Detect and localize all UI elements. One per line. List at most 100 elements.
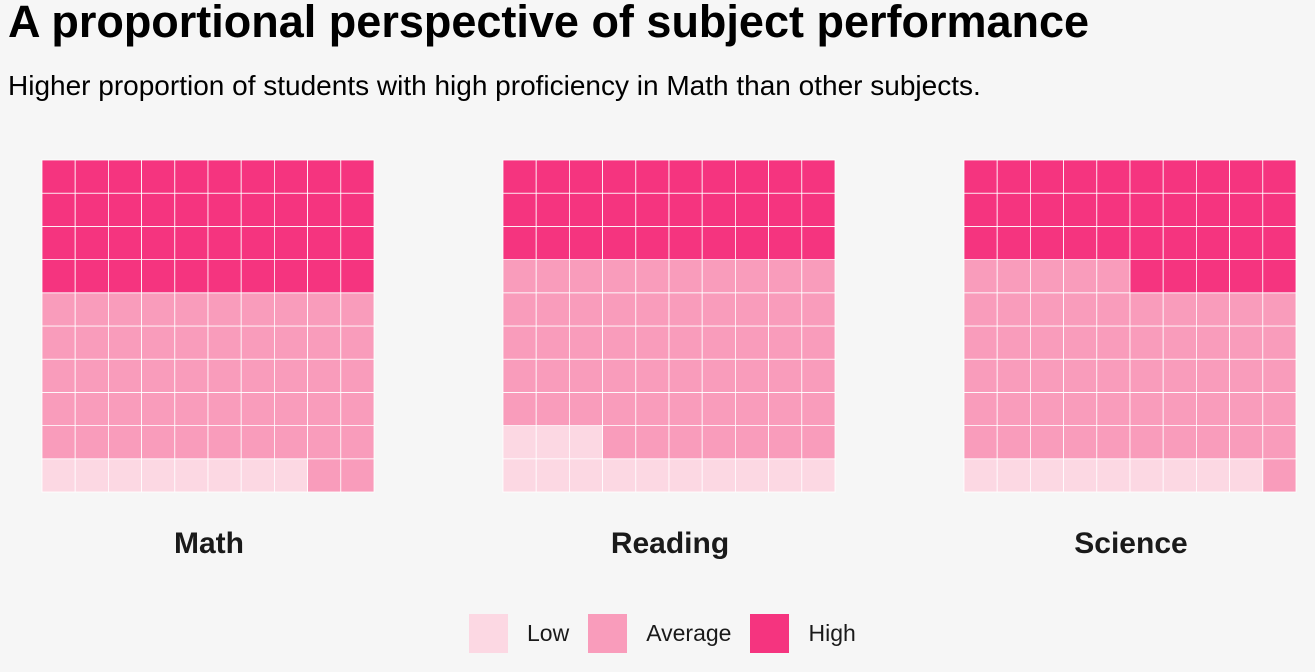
waffle-cell-math-average xyxy=(141,325,176,360)
waffle-cell-math-high xyxy=(74,192,109,227)
waffle-cell-math-average xyxy=(307,458,342,493)
waffle-cell-math-average xyxy=(108,292,143,327)
waffle-cell-science-average xyxy=(1030,391,1065,426)
waffle-cell-reading-average xyxy=(768,292,803,327)
waffle-cell-science-average xyxy=(1063,325,1098,360)
waffle-cell-science-high xyxy=(1262,159,1297,194)
waffle-cell-math-low xyxy=(207,458,242,493)
waffle-cell-science-average xyxy=(1196,358,1231,393)
waffle-cell-reading-high xyxy=(668,225,703,260)
waffle-cell-science-high xyxy=(1162,192,1197,227)
waffle-cell-math-low xyxy=(108,458,143,493)
waffle-cell-science-average xyxy=(1096,292,1131,327)
waffle-cell-reading-low xyxy=(801,458,836,493)
waffle-cell-reading-average xyxy=(635,292,670,327)
waffle-cell-science-high xyxy=(1262,259,1297,294)
waffle-cell-science-high xyxy=(1196,225,1231,260)
waffle-cell-reading-high xyxy=(535,225,570,260)
waffle-cell-math-average xyxy=(41,425,76,460)
waffle-cell-science-low xyxy=(1162,458,1197,493)
waffle-cell-science-average xyxy=(1229,425,1264,460)
waffle-cell-math-average xyxy=(41,325,76,360)
waffle-cell-math-average xyxy=(340,391,375,426)
waffle-cell-math-average xyxy=(174,425,209,460)
waffle-cell-science-average xyxy=(1129,292,1164,327)
waffle-cell-reading-average xyxy=(701,358,736,393)
waffle-cell-science-high xyxy=(996,225,1031,260)
waffle-cell-science-average xyxy=(963,325,998,360)
waffle-cell-science-low xyxy=(1229,458,1264,493)
waffle-cell-reading-average xyxy=(701,425,736,460)
waffle-cell-reading-average xyxy=(668,425,703,460)
waffle-cell-math-average xyxy=(174,325,209,360)
waffle-cell-math-average xyxy=(141,358,176,393)
waffle-cell-science-average xyxy=(1196,425,1231,460)
waffle-cell-science-average xyxy=(1030,259,1065,294)
waffle-cell-science-average xyxy=(963,259,998,294)
waffle-cell-science-average xyxy=(1030,425,1065,460)
waffle-cell-math-high xyxy=(340,259,375,294)
waffle-cell-math-average xyxy=(273,325,308,360)
waffle-cell-science-average xyxy=(1096,358,1131,393)
waffle-cell-reading-high xyxy=(502,159,537,194)
waffle-cell-science-average xyxy=(1262,292,1297,327)
waffle-cell-reading-average xyxy=(701,259,736,294)
waffle-cell-science-average xyxy=(1162,391,1197,426)
waffle-cell-science-average xyxy=(1063,391,1098,426)
waffle-cell-reading-high xyxy=(668,159,703,194)
waffle-cell-reading-high xyxy=(801,225,836,260)
waffle-cell-reading-high xyxy=(735,192,770,227)
waffle-cell-science-average xyxy=(1196,391,1231,426)
waffle-cell-science-high xyxy=(996,159,1031,194)
waffle-cell-science-high xyxy=(1096,225,1131,260)
waffle-cell-math-high xyxy=(340,225,375,260)
waffle-cell-science-average xyxy=(1063,425,1098,460)
waffle-cell-science-high xyxy=(1129,192,1164,227)
waffle-cell-math-high xyxy=(240,159,275,194)
waffle-cell-science-average xyxy=(1262,391,1297,426)
waffle-cell-math-high xyxy=(41,192,76,227)
waffle-cell-reading-low xyxy=(502,425,537,460)
waffle-cell-science-average xyxy=(1096,325,1131,360)
waffle-cell-science-average xyxy=(996,391,1031,426)
waffle-cell-math-average xyxy=(240,391,275,426)
waffle-cell-science-average xyxy=(1262,325,1297,360)
waffle-cell-reading-average xyxy=(569,391,604,426)
waffle-cell-math-high xyxy=(273,259,308,294)
waffle-cell-math-average xyxy=(74,292,109,327)
waffle-cell-reading-high xyxy=(768,159,803,194)
waffle-cell-science-average xyxy=(1262,425,1297,460)
waffle-cell-science-high xyxy=(1129,225,1164,260)
waffle-cell-math-high xyxy=(340,192,375,227)
waffle-cell-science-average xyxy=(963,292,998,327)
waffle-cell-reading-average xyxy=(635,358,670,393)
waffle-cell-math-average xyxy=(108,391,143,426)
waffle-cell-reading-high xyxy=(635,225,670,260)
waffle-cell-reading-average xyxy=(502,292,537,327)
waffle-cell-math-high xyxy=(141,259,176,294)
waffle-cell-reading-average xyxy=(602,358,637,393)
waffle-cell-math-average xyxy=(74,325,109,360)
waffle-cell-science-average xyxy=(996,259,1031,294)
waffle-cell-reading-low xyxy=(602,458,637,493)
waffle-cell-math-average xyxy=(340,292,375,327)
waffle-cell-science-average xyxy=(1229,325,1264,360)
waffle-cell-math-high xyxy=(108,225,143,260)
waffle-cell-math-average xyxy=(108,425,143,460)
waffle-cell-science-average xyxy=(996,325,1031,360)
waffle-cell-reading-average xyxy=(569,259,604,294)
waffle-cell-science-high xyxy=(1162,225,1197,260)
waffle-cell-math-high xyxy=(74,259,109,294)
waffle-cell-math-average xyxy=(307,325,342,360)
waffle-cell-math-low xyxy=(273,458,308,493)
waffle-cell-math-high xyxy=(174,259,209,294)
waffle-cell-math-average xyxy=(240,325,275,360)
waffle-cell-science-average xyxy=(1196,292,1231,327)
waffle-cell-reading-average xyxy=(535,391,570,426)
waffle-cell-math-low xyxy=(174,458,209,493)
waffle-cell-science-low xyxy=(1129,458,1164,493)
waffle-cell-math-high xyxy=(108,192,143,227)
waffle-cell-science-high xyxy=(1196,159,1231,194)
waffle-cell-science-average xyxy=(996,358,1031,393)
waffle-cell-math-average xyxy=(207,292,242,327)
